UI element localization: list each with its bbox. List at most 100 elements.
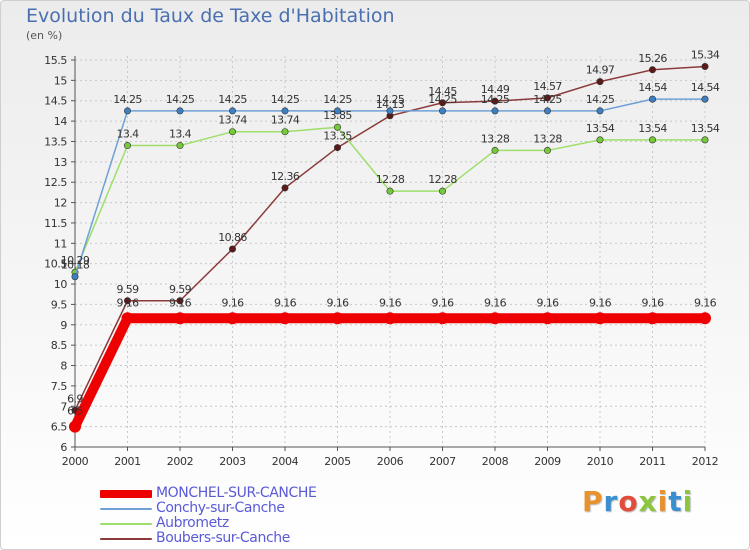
logo-letter: r — [603, 485, 619, 518]
y-tick-label: 9.5 — [51, 298, 68, 311]
data-label: 10.29 — [61, 254, 90, 267]
data-label: 14.25 — [323, 93, 352, 106]
data-label: 14.25 — [376, 93, 405, 106]
legend-swatch — [100, 523, 152, 525]
data-label: 9.16 — [431, 296, 454, 309]
data-label: 9.16 — [694, 296, 717, 309]
data-label: 10.86 — [218, 231, 247, 244]
x-tick-label: 2005 — [324, 455, 351, 468]
data-label: 6.5 — [67, 405, 83, 418]
x-tick-label: 2009 — [534, 455, 561, 468]
logo-letter: t — [668, 485, 683, 518]
data-label: 9.59 — [116, 283, 139, 296]
data-label: 13.85 — [323, 109, 352, 122]
y-tick-label: 11 — [54, 237, 67, 250]
y-tick-label: 11.5 — [44, 217, 67, 230]
data-point — [331, 312, 344, 325]
data-point — [69, 420, 81, 433]
x-tick-label: 2000 — [62, 455, 89, 468]
data-point — [436, 312, 449, 325]
data-point — [386, 187, 394, 195]
x-tick-label: 2012 — [692, 455, 718, 468]
y-tick-label: 7 — [60, 400, 67, 413]
y-tick-label: 9 — [60, 319, 67, 332]
data-label: 9.16 — [379, 296, 402, 309]
data-point — [384, 312, 396, 325]
data-point — [333, 144, 341, 152]
data-point — [491, 97, 499, 105]
data-point — [124, 142, 132, 150]
y-tick-label: 14.5 — [44, 95, 67, 108]
data-label: 9.16 — [116, 296, 139, 309]
data-point — [699, 312, 711, 325]
data-point — [279, 312, 291, 325]
legend-swatch — [100, 490, 152, 498]
data-point — [648, 95, 656, 103]
y-tick-label: 13 — [54, 156, 68, 169]
data-label: 9.16 — [641, 296, 664, 309]
data-point — [596, 78, 604, 86]
data-point — [543, 94, 551, 102]
data-point — [596, 136, 604, 144]
y-tick-label: 13.5 — [44, 135, 67, 148]
data-label: 12.28 — [376, 173, 405, 186]
y-tick-label: 12.5 — [44, 176, 67, 189]
logo-letter: P — [582, 485, 604, 518]
x-tick-label: 2006 — [377, 455, 404, 468]
data-point — [124, 297, 132, 305]
data-point — [71, 273, 79, 281]
y-tick-label: 15.5 — [44, 54, 67, 67]
data-point — [648, 66, 656, 74]
data-label: 14.25 — [271, 93, 300, 106]
data-label: 14.45 — [428, 85, 457, 98]
data-point — [386, 107, 394, 115]
data-point — [543, 107, 551, 115]
legend-label: Boubers-sur-Canche — [156, 530, 290, 546]
data-point — [701, 95, 709, 103]
x-tick-label: 2008 — [482, 455, 509, 468]
data-point — [438, 107, 446, 115]
data-label: 13.35 — [323, 130, 352, 143]
data-point — [491, 107, 499, 115]
data-point — [701, 136, 709, 144]
data-point — [648, 136, 656, 144]
data-point — [491, 146, 499, 154]
data-label: 10.18 — [61, 259, 90, 272]
data-label: 15.26 — [638, 52, 667, 65]
data-label: 13.54 — [691, 122, 720, 135]
data-label: 14.97 — [586, 64, 615, 77]
unit-label: (en %) — [26, 29, 63, 42]
y-tick-label: 12 — [54, 197, 67, 210]
y-tick-label: 10 — [54, 278, 68, 291]
y-tick-label: 8.5 — [51, 339, 68, 352]
x-tick-label: 2011 — [639, 455, 665, 468]
data-label: 14.25 — [218, 93, 247, 106]
data-label: 14.54 — [638, 81, 667, 94]
data-label: 13.74 — [218, 114, 247, 127]
data-label: 13.74 — [271, 114, 300, 127]
data-point — [438, 99, 446, 107]
data-label: 14.25 — [481, 93, 510, 106]
y-tick-label: 10.5 — [44, 258, 67, 271]
data-point — [333, 123, 341, 131]
legend-swatch — [100, 508, 152, 510]
data-point — [226, 312, 239, 325]
legend-label: Aubrometz — [156, 515, 229, 531]
data-point — [596, 107, 604, 115]
data-point — [646, 312, 659, 325]
data-label: 9.16 — [326, 296, 349, 309]
legend-label: Conchy-sur-Canche — [156, 500, 285, 516]
x-tick-label: 2004 — [272, 455, 299, 468]
proxiti-logo: Proxiti — [582, 485, 693, 518]
data-label: 14.25 — [533, 93, 562, 106]
y-tick-label: 7.5 — [51, 380, 68, 393]
data-label: 9.16 — [536, 296, 559, 309]
data-label: 14.25 — [113, 93, 142, 106]
x-tick-label: 2001 — [114, 455, 140, 468]
data-point — [281, 128, 289, 136]
x-tick-label: 2002 — [167, 455, 193, 468]
data-label: 13.28 — [481, 132, 510, 145]
y-tick-label: 15 — [54, 74, 68, 87]
